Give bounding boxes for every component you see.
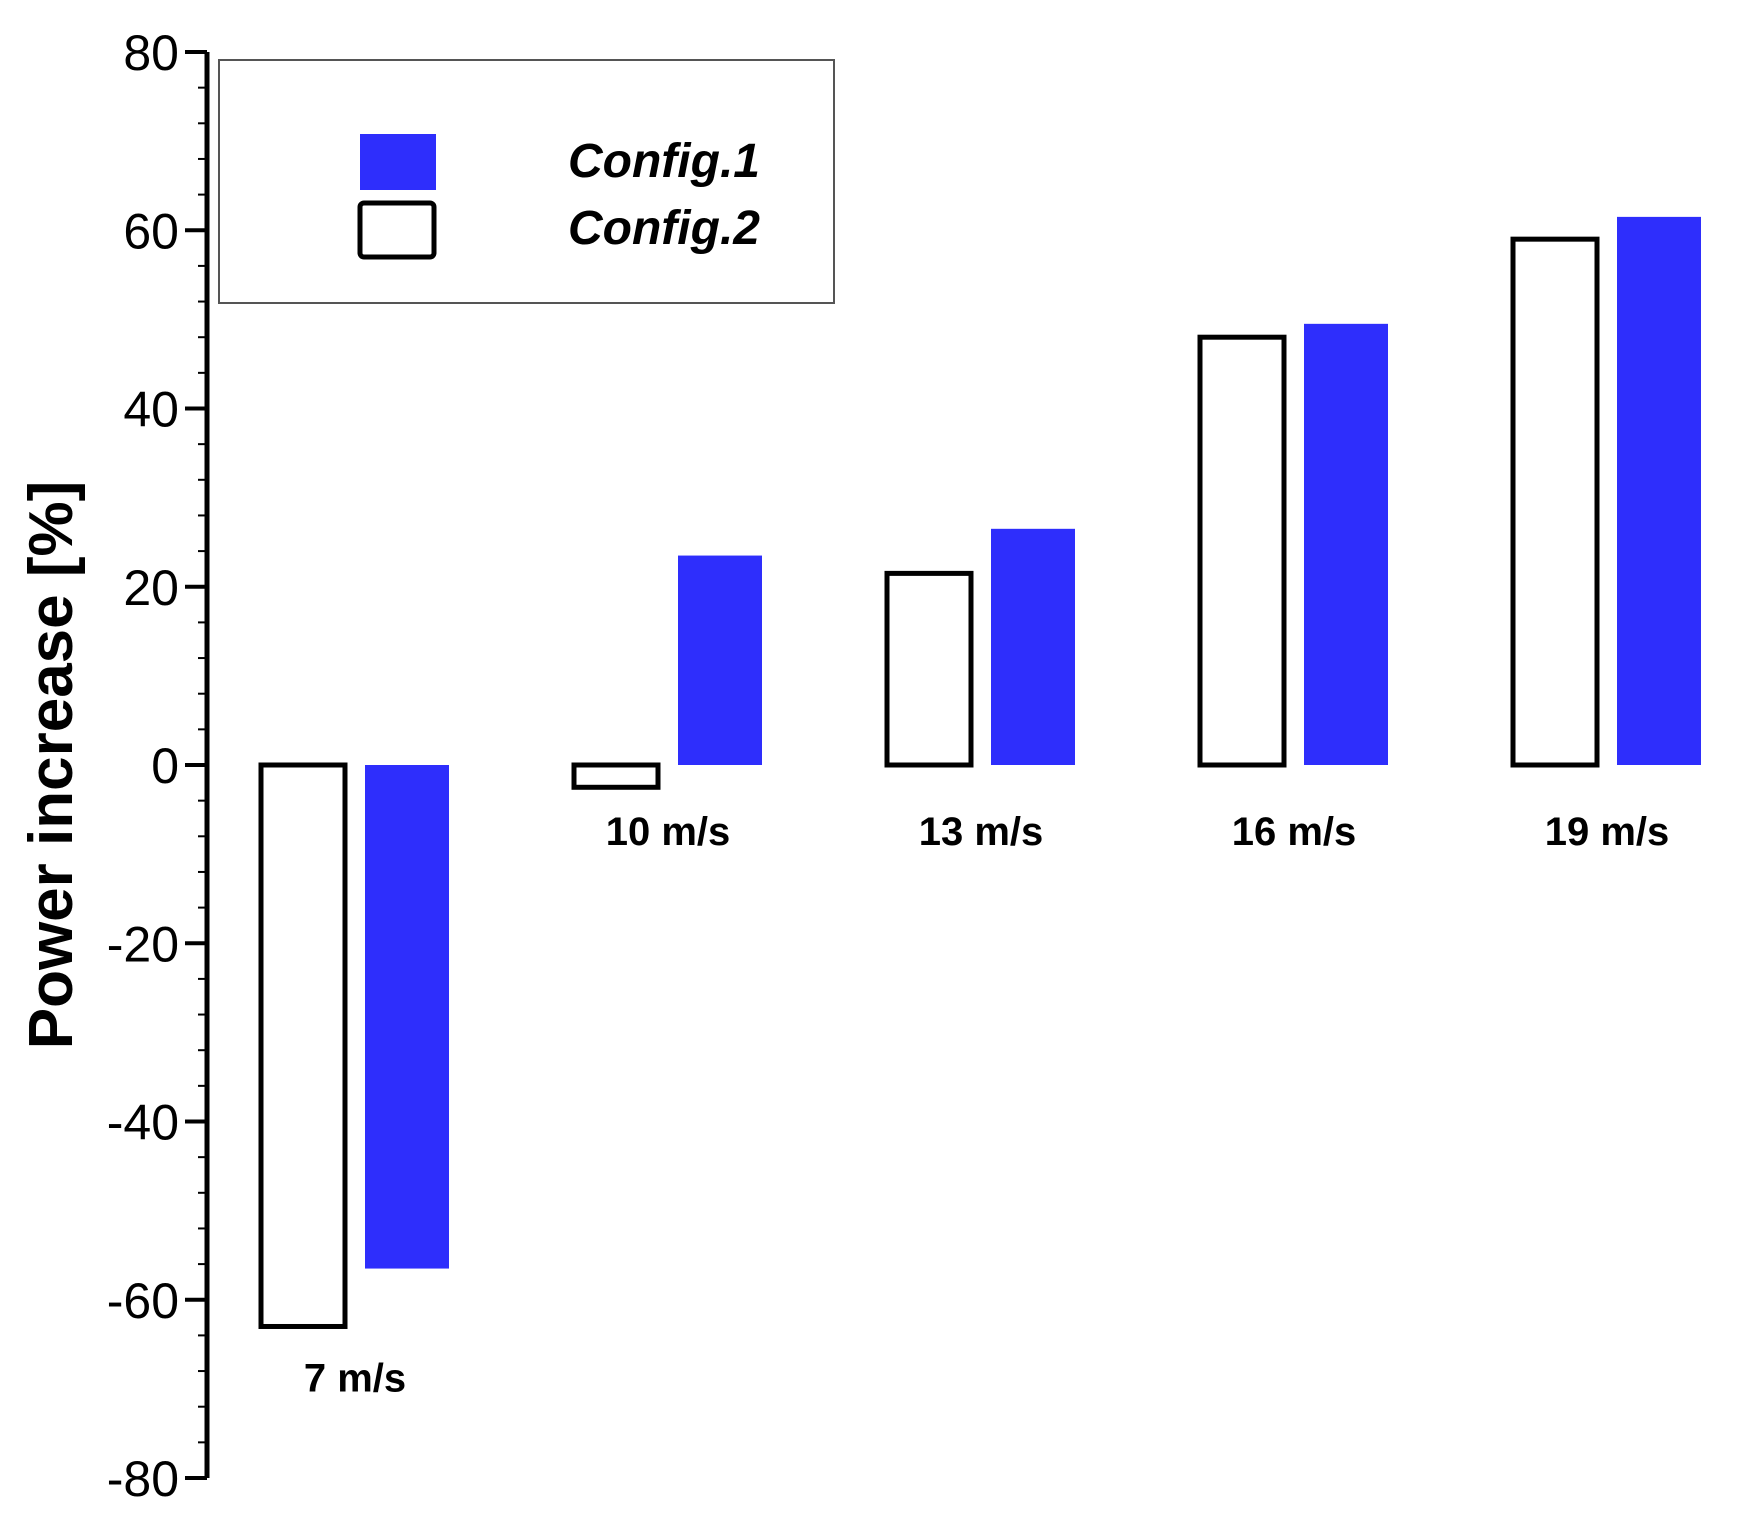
- category-label: 19 m/s: [1545, 810, 1670, 854]
- legend-label-config2: Config.2: [568, 202, 760, 255]
- legend-box: [218, 59, 835, 304]
- category-label: 13 m/s: [919, 810, 1044, 854]
- category-labels: 7 m/s 10 m/s 13 m/s 16 m/s 19 m/s: [304, 810, 1669, 1400]
- y-tick-label: -60: [107, 1273, 179, 1329]
- y-tick-label: 40: [123, 382, 179, 438]
- y-axis-label: Power increase [%]: [17, 481, 86, 1050]
- legend-swatch-config1: [360, 134, 436, 190]
- bar-config1-13-m-s: [991, 528, 1075, 765]
- bar-config2-16-m-s: [1197, 334, 1287, 768]
- category-label: 7 m/s: [304, 1356, 406, 1400]
- y-tick-label: 60: [123, 203, 179, 259]
- bar-config2-13-m-s: [884, 570, 974, 768]
- legend-swatch-config2: [357, 200, 437, 260]
- bar-config1-19-m-s: [1617, 216, 1701, 766]
- legend: Config.1 Config.2: [218, 59, 835, 304]
- category-label: 10 m/s: [606, 810, 731, 854]
- legend-label-config1: Config.1: [568, 135, 760, 188]
- y-axis: -80 -60 -40 -20 0 20 40 60 80: [107, 25, 210, 1507]
- bar-config2-10-m-s: [571, 762, 661, 790]
- y-tick-label: -20: [107, 916, 179, 972]
- bar-config1-16-m-s: [1304, 323, 1388, 765]
- bars: [258, 216, 1701, 1329]
- y-tick-label: 0: [151, 738, 179, 794]
- bar-config1-10-m-s: [678, 555, 762, 765]
- bar-config2-7-m-s: [258, 762, 348, 1329]
- y-tick-label: -80: [107, 1451, 179, 1507]
- bar-config1-7-m-s: [365, 765, 449, 1269]
- category-label: 16 m/s: [1232, 810, 1357, 854]
- bar-config2-19-m-s: [1510, 236, 1600, 768]
- y-tick-label: 80: [123, 25, 179, 81]
- y-tick-label: -40: [107, 1095, 179, 1151]
- y-tick-label: 20: [123, 560, 179, 616]
